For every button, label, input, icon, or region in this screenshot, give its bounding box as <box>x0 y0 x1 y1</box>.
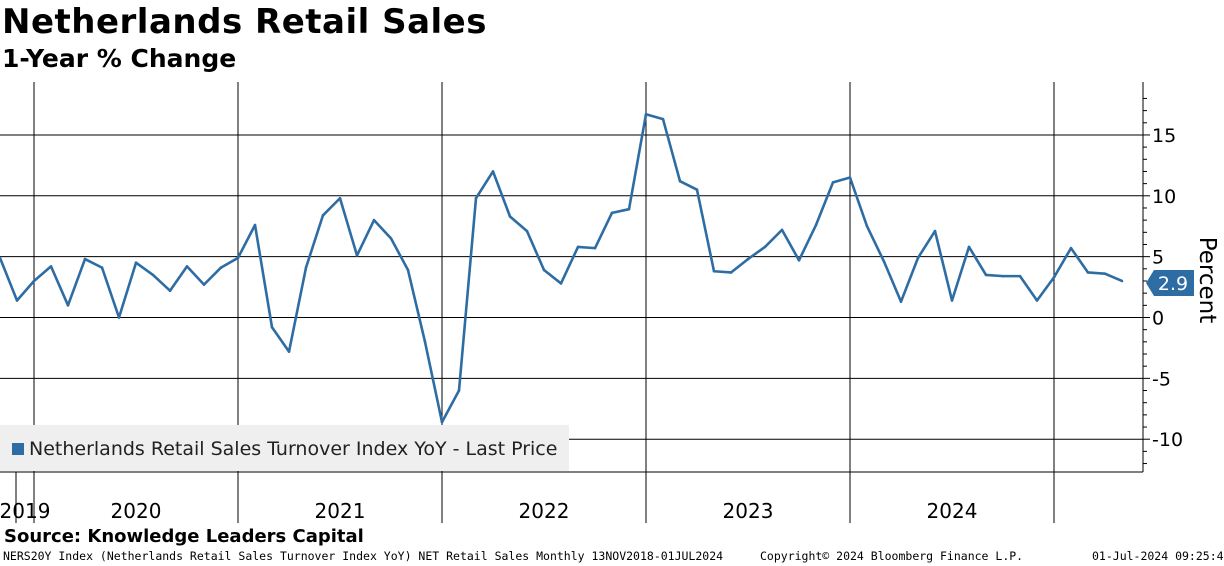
data-point <box>389 237 393 240</box>
y-tick-label: 10 <box>1152 186 1176 208</box>
data-point <box>1018 274 1022 278</box>
legend-swatch <box>12 443 24 455</box>
data-point <box>644 112 648 116</box>
data-point <box>627 207 631 211</box>
data-point <box>678 179 682 183</box>
data-point <box>321 213 325 217</box>
data-point <box>525 229 529 233</box>
data-point <box>899 300 903 303</box>
data-point <box>559 282 563 285</box>
data-point <box>1001 274 1005 278</box>
x-year-label: 2024 <box>927 499 978 523</box>
data-point <box>491 170 495 173</box>
x-year-label: 2022 <box>519 499 570 523</box>
data-point <box>1120 279 1124 283</box>
data-point <box>304 266 308 269</box>
data-point <box>0 256 2 260</box>
data-point <box>168 289 172 293</box>
data-point <box>338 196 342 200</box>
x-year-label: 2021 <box>315 499 366 523</box>
data-point <box>117 316 121 319</box>
data-point <box>423 340 427 344</box>
data-point <box>457 389 461 392</box>
data-point <box>440 420 444 424</box>
data-point <box>474 196 478 200</box>
data-point <box>695 188 699 192</box>
y-tick-label: 15 <box>1152 125 1176 147</box>
series-line <box>0 112 1123 424</box>
legend-label: Netherlands Retail Sales Turnover Index … <box>29 438 558 460</box>
data-point <box>372 218 376 222</box>
data-point <box>610 211 614 215</box>
index-info: NERS20Y Index (Netherlands Retail Sales … <box>3 549 724 563</box>
source-note: Source: Knowledge Leaders Capital <box>4 526 364 547</box>
y-axis-title: Percent <box>1194 237 1220 324</box>
label-layer: -10 -5 0 5 10 15 2019 2020 2021 2022 2023 2024 Perce… <box>0 125 1220 523</box>
data-point <box>66 304 70 307</box>
data-point <box>49 265 53 268</box>
data-point <box>32 279 36 283</box>
legend: Netherlands Retail Sales Turnover Index … <box>0 425 569 471</box>
data-point <box>780 228 784 232</box>
data-point <box>1052 276 1056 279</box>
data-point <box>950 299 954 302</box>
data-point <box>287 350 291 353</box>
data-point <box>865 224 869 228</box>
data-point <box>270 325 274 329</box>
data-point <box>1103 272 1107 275</box>
data-point <box>253 223 257 227</box>
data-point <box>933 229 937 233</box>
x-year-label: 2020 <box>111 499 162 523</box>
data-point <box>763 245 767 249</box>
data-point <box>1069 246 1073 250</box>
y-tick-label: -10 <box>1152 429 1183 451</box>
data-point <box>185 265 189 268</box>
data-point <box>967 245 971 249</box>
data-point <box>848 176 852 179</box>
series-layer <box>0 112 1124 424</box>
data-point <box>1086 271 1090 274</box>
axis-layer <box>0 82 1150 523</box>
data-point <box>593 246 597 250</box>
data-point <box>882 260 886 263</box>
chart-subtitle: 1-Year % Change <box>2 44 237 73</box>
data-point <box>202 283 206 286</box>
data-point <box>712 269 716 273</box>
last-value-marker <box>1146 270 1194 296</box>
data-point <box>219 266 223 269</box>
data-point <box>661 117 665 121</box>
y-tick-label: -5 <box>1152 368 1171 390</box>
data-point <box>746 257 750 261</box>
data-point <box>831 181 835 184</box>
x-year-label: 2023 <box>723 499 774 523</box>
data-point <box>151 273 155 277</box>
data-point <box>576 245 580 249</box>
data-point <box>236 256 240 260</box>
timestamp: 01-Jul-2024 09:25:40 <box>1092 549 1224 563</box>
data-point <box>15 299 19 302</box>
data-point <box>984 273 988 277</box>
data-point <box>916 256 920 260</box>
chart-title: Netherlands Retail Sales <box>2 2 487 42</box>
data-point <box>508 215 512 218</box>
data-point <box>134 261 138 265</box>
y-tick-label: 5 <box>1152 247 1164 269</box>
copyright: Copyright© 2024 Bloomberg Finance L.P. <box>760 549 1024 563</box>
data-point <box>406 268 410 272</box>
x-year-label: 2019 <box>0 499 50 523</box>
data-point <box>797 259 801 262</box>
data-point <box>100 266 104 269</box>
data-point <box>542 268 546 272</box>
y-tick-label: 0 <box>1152 308 1164 330</box>
data-point <box>814 223 818 227</box>
data-point <box>1035 299 1039 302</box>
data-point <box>355 254 359 257</box>
data-point <box>729 271 733 274</box>
last-value-label: 2.9 <box>1158 273 1188 295</box>
data-point <box>83 257 87 261</box>
